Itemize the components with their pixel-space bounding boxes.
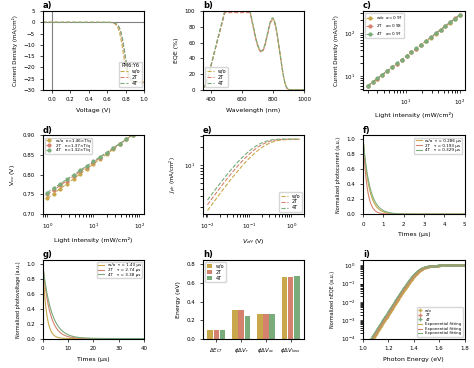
Text: b): b) bbox=[203, 1, 213, 10]
Bar bbox=[220, 330, 226, 339]
X-axis label: Light intensity (mW/cm²): Light intensity (mW/cm²) bbox=[54, 237, 133, 243]
Legend: w/o  τ = 1.43 μs, 2T   τ = 2.74 μs, 4T   τ = 3.38 μs: w/o τ = 1.43 μs, 2T τ = 2.74 μs, 4T τ = … bbox=[97, 262, 142, 278]
Text: i): i) bbox=[363, 250, 370, 259]
Bar bbox=[232, 310, 238, 339]
Legend: w/o, 2T, 4T, Exponential fitting, Exponential fitting, Exponential fitting: w/o, 2T, 4T, Exponential fitting, Expone… bbox=[417, 307, 463, 337]
Text: g): g) bbox=[43, 250, 53, 259]
Bar bbox=[269, 315, 275, 339]
X-axis label: Voltage (V): Voltage (V) bbox=[76, 108, 110, 113]
Bar bbox=[208, 330, 213, 339]
X-axis label: Photon Energy (eV): Photon Energy (eV) bbox=[383, 357, 444, 362]
Y-axis label: Current Density (mA/cm²): Current Density (mA/cm²) bbox=[333, 15, 339, 86]
Bar bbox=[214, 330, 219, 339]
Y-axis label: Normalized photovoltage (a.u.): Normalized photovoltage (a.u.) bbox=[16, 261, 21, 337]
Y-axis label: EQE (%): EQE (%) bbox=[174, 38, 179, 63]
Bar bbox=[282, 277, 287, 339]
X-axis label: Light intensity (mW/cm²): Light intensity (mW/cm²) bbox=[374, 112, 453, 118]
Bar bbox=[263, 315, 269, 339]
Y-axis label: Normalized photocurrent (a.u.): Normalized photocurrent (a.u.) bbox=[336, 137, 341, 213]
X-axis label: Wavelength (nm): Wavelength (nm) bbox=[227, 108, 281, 113]
Text: c): c) bbox=[363, 1, 372, 10]
Bar bbox=[238, 310, 244, 339]
X-axis label: Times (μs): Times (μs) bbox=[398, 232, 430, 237]
Bar bbox=[257, 315, 263, 339]
X-axis label: Times (μs): Times (μs) bbox=[77, 357, 109, 362]
Text: d): d) bbox=[43, 125, 53, 135]
Y-axis label: $J_{ph}$ (mA/cm²): $J_{ph}$ (mA/cm²) bbox=[167, 156, 179, 193]
Bar bbox=[245, 316, 250, 339]
Text: e): e) bbox=[203, 125, 212, 135]
Legend: w/o  $\alpha$=0.97, 2T   $\alpha$=0.98, 4T   $\alpha$=0.97: w/o $\alpha$=0.97, 2T $\alpha$=0.98, 4T … bbox=[365, 13, 404, 38]
Legend: w/o, 2T, 4T: w/o, 2T, 4T bbox=[119, 61, 142, 87]
X-axis label: $V_{eff}$ (V): $V_{eff}$ (V) bbox=[242, 237, 265, 246]
Y-axis label: Current Density (mA/cm²): Current Density (mA/cm²) bbox=[12, 15, 18, 86]
Legend: w/o, 2T, 4T: w/o, 2T, 4T bbox=[205, 262, 226, 282]
Y-axis label: V$_{oc}$ (V): V$_{oc}$ (V) bbox=[8, 164, 17, 186]
Text: h): h) bbox=[203, 250, 213, 259]
Y-axis label: Energy (eV): Energy (eV) bbox=[176, 281, 181, 318]
Legend: w/o  n=1.46×T/q, 2T   n=1.37×T/q, 4T   n=1.32×T/q: w/o n=1.46×T/q, 2T n=1.37×T/q, 4T n=1.32… bbox=[45, 138, 91, 154]
Legend: w/o, 2T, 4T: w/o, 2T, 4T bbox=[205, 67, 228, 87]
Y-axis label: Normalized nEQE (a.u.): Normalized nEQE (a.u.) bbox=[330, 270, 336, 328]
Text: f): f) bbox=[363, 125, 371, 135]
Legend: w/o  τ = 0.286 μs, 2T   τ = 0.193 μs, 4T   τ = 0.329 μs: w/o τ = 0.286 μs, 2T τ = 0.193 μs, 4T τ … bbox=[414, 138, 463, 154]
Bar bbox=[288, 277, 293, 339]
Legend: w/o, 2T, 4T: w/o, 2T, 4T bbox=[279, 192, 302, 212]
Bar bbox=[294, 276, 300, 339]
Text: a): a) bbox=[43, 1, 52, 10]
